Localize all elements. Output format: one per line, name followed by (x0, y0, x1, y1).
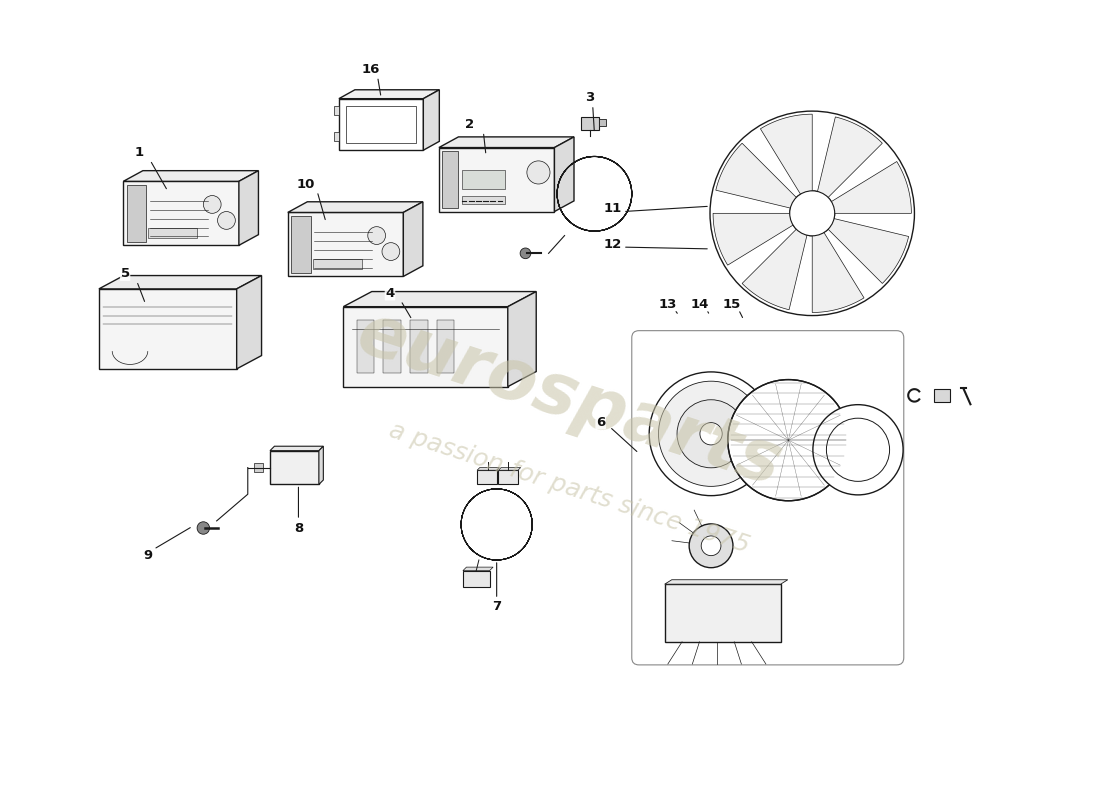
Bar (462, 170, 505, 190)
Text: 12: 12 (603, 238, 622, 251)
Bar (442, 151, 459, 208)
Bar (934, 389, 950, 402)
Circle shape (676, 400, 745, 468)
Circle shape (218, 211, 235, 230)
Polygon shape (439, 147, 554, 211)
Polygon shape (817, 117, 882, 198)
Text: 14: 14 (690, 298, 708, 311)
Text: 2: 2 (465, 118, 474, 131)
Bar (463, 570, 490, 586)
Bar (477, 470, 497, 485)
Polygon shape (123, 170, 258, 182)
Circle shape (700, 422, 723, 445)
Circle shape (527, 161, 550, 184)
Text: 4: 4 (385, 287, 395, 300)
Text: 10: 10 (296, 178, 315, 191)
Text: 3: 3 (585, 91, 595, 104)
Bar (270, 450, 319, 485)
Polygon shape (439, 137, 574, 147)
Polygon shape (288, 213, 404, 277)
Bar (312, 258, 362, 270)
FancyBboxPatch shape (631, 330, 904, 665)
Circle shape (382, 242, 399, 261)
Polygon shape (236, 275, 262, 369)
Bar (333, 106, 339, 114)
Polygon shape (828, 218, 909, 283)
Polygon shape (812, 233, 864, 313)
Bar (498, 470, 518, 485)
Circle shape (367, 226, 386, 245)
Bar (126, 185, 146, 242)
Bar (292, 216, 311, 273)
Polygon shape (343, 306, 508, 386)
Bar (410, 320, 428, 374)
Text: 7: 7 (492, 600, 502, 613)
Polygon shape (554, 137, 574, 211)
Polygon shape (288, 202, 422, 213)
Polygon shape (477, 467, 499, 470)
Polygon shape (508, 291, 536, 386)
Polygon shape (270, 446, 323, 450)
Circle shape (790, 191, 835, 236)
Polygon shape (339, 90, 439, 98)
Circle shape (649, 372, 773, 496)
Circle shape (790, 191, 835, 236)
Polygon shape (713, 214, 793, 265)
Polygon shape (463, 567, 493, 570)
Polygon shape (716, 143, 796, 208)
Polygon shape (339, 98, 424, 150)
Polygon shape (832, 162, 912, 214)
Text: a passion for parts since 1975: a passion for parts since 1975 (386, 418, 752, 558)
Bar (462, 195, 505, 205)
Text: 11: 11 (603, 202, 622, 215)
Polygon shape (123, 182, 239, 246)
Text: 15: 15 (723, 298, 740, 311)
Polygon shape (664, 580, 788, 584)
Polygon shape (99, 289, 236, 369)
Polygon shape (99, 275, 262, 289)
Polygon shape (498, 467, 520, 470)
Polygon shape (343, 291, 536, 306)
Polygon shape (760, 114, 812, 194)
Bar (664, 584, 781, 642)
Circle shape (520, 248, 531, 258)
Circle shape (659, 381, 763, 486)
Polygon shape (742, 230, 807, 310)
Text: eurosparts: eurosparts (349, 299, 791, 501)
Bar (148, 227, 197, 238)
Bar (581, 118, 598, 130)
Text: 6: 6 (596, 416, 605, 429)
Circle shape (813, 405, 903, 495)
Bar (254, 463, 263, 472)
Circle shape (826, 418, 890, 482)
Bar (598, 119, 606, 126)
Circle shape (690, 524, 733, 568)
Polygon shape (239, 170, 258, 246)
Text: 8: 8 (294, 522, 304, 535)
Polygon shape (424, 90, 439, 150)
Circle shape (710, 111, 914, 315)
Text: 9: 9 (144, 549, 153, 562)
Circle shape (701, 536, 721, 556)
Circle shape (197, 522, 210, 534)
Bar (346, 106, 416, 143)
Bar (356, 320, 374, 374)
Polygon shape (404, 202, 422, 277)
Text: 5: 5 (121, 267, 130, 280)
Circle shape (728, 379, 849, 501)
Polygon shape (319, 446, 323, 485)
Bar (383, 320, 402, 374)
Text: 16: 16 (361, 63, 379, 76)
Text: 1: 1 (135, 146, 144, 159)
Text: 13: 13 (658, 298, 676, 311)
Bar (333, 133, 339, 142)
Circle shape (204, 195, 221, 214)
Bar (437, 320, 454, 374)
